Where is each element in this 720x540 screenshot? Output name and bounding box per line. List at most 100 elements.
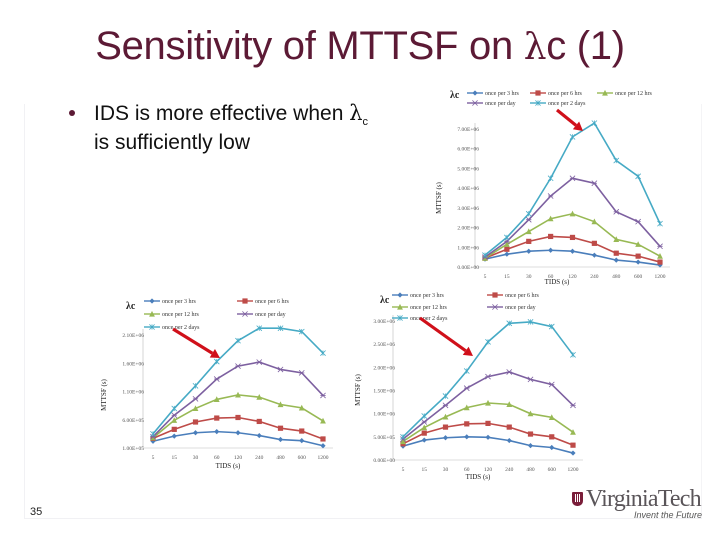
data-point	[256, 359, 263, 366]
series-line	[484, 177, 661, 258]
data-point	[549, 444, 555, 451]
data-point	[277, 325, 284, 332]
x-tick-label: 5	[402, 467, 405, 473]
data-point	[277, 436, 284, 443]
x-tick-label: 480	[276, 455, 285, 461]
x-tick-label: 60	[464, 467, 470, 473]
data-point	[591, 120, 598, 126]
data-point	[527, 376, 534, 383]
legend-label: once per 6 hrs	[548, 91, 582, 97]
data-point	[213, 396, 220, 403]
series-once-per-day	[150, 359, 326, 440]
logo-name: VirginiaTech	[586, 486, 702, 512]
legend-marker	[492, 292, 498, 298]
data-point	[150, 438, 156, 444]
y-tick-label: 2.10E+06	[122, 333, 144, 339]
y-tick-label: 1.60E+06	[122, 361, 144, 367]
x-axis-label: TIDS (s)	[466, 473, 491, 481]
data-point	[442, 393, 449, 399]
bullet-dot-icon	[69, 110, 75, 116]
x-tick-label: 120	[484, 467, 493, 473]
legend-marker	[472, 90, 478, 96]
data-point	[421, 430, 427, 436]
bullet-point: IDS is more effective when λc is suffici…	[69, 100, 432, 156]
x-tick-label: 60	[548, 274, 554, 280]
data-point	[525, 228, 532, 235]
title-prefix: Sensitivity of MTTSF on	[95, 24, 524, 68]
data-point	[192, 382, 199, 389]
data-point	[150, 434, 156, 441]
y-tick-label: 1.10E+06	[122, 390, 144, 396]
data-point	[192, 395, 199, 402]
data-point	[506, 401, 513, 407]
page-number: 35	[30, 506, 43, 518]
legend-label: once per 2 days	[162, 325, 200, 331]
data-point	[526, 238, 532, 244]
data-point	[485, 420, 491, 426]
data-point	[442, 424, 449, 430]
data-point	[442, 402, 449, 409]
y-tick-label: 7.00E+06	[457, 127, 479, 133]
legend-marker	[535, 100, 541, 106]
data-point	[506, 437, 512, 444]
x-tick-label: 480	[612, 274, 621, 280]
data-point	[570, 442, 576, 448]
legend-marker	[472, 100, 478, 106]
data-point	[527, 443, 534, 449]
data-point	[213, 376, 220, 382]
bullet-lambda-sub: c	[362, 116, 369, 129]
legend-marker	[149, 324, 155, 330]
data-point	[548, 323, 555, 330]
data-point	[171, 426, 177, 432]
legend-item: once per day	[487, 304, 536, 311]
data-point	[591, 252, 597, 258]
data-point	[657, 220, 663, 227]
series-once-per-3-hrs	[400, 434, 576, 456]
data-point	[464, 421, 470, 427]
data-point	[299, 438, 305, 444]
data-point	[256, 432, 262, 439]
y-tick-label: 1.00E+06	[457, 245, 479, 251]
data-point	[192, 419, 199, 425]
y-tick-label: 0.00E+00	[457, 265, 479, 271]
y-tick-label: 2.00E+06	[373, 365, 395, 371]
x-tick-label: 30	[443, 467, 449, 473]
data-point	[569, 234, 576, 241]
y-tick-label: 3.00E+06	[373, 319, 395, 325]
y-axis-label: MTTSF (s)	[354, 373, 362, 405]
x-tick-label: 60	[214, 455, 220, 461]
data-point	[548, 381, 555, 388]
data-point	[569, 248, 576, 254]
data-point	[192, 430, 199, 436]
data-point	[506, 424, 512, 430]
virginia-tech-logo: VirginiaTech Invent the Future	[572, 486, 712, 520]
bullet-text-part2: is sufficiently low	[94, 130, 251, 154]
bullet-text: IDS is more effective when λc is suffici…	[94, 100, 432, 156]
data-point	[527, 319, 534, 325]
data-point	[442, 435, 449, 441]
x-tick-label: 5	[484, 274, 487, 280]
data-point	[298, 404, 305, 411]
legend-label: once per 6 hrs	[505, 293, 539, 299]
y-tick-label: 1.50E+06	[373, 389, 395, 395]
data-point	[613, 250, 619, 256]
data-point	[657, 253, 663, 259]
legend-marker	[535, 90, 541, 96]
legend-marker	[242, 298, 248, 304]
data-point	[320, 392, 326, 399]
data-point	[421, 419, 428, 425]
y-tick-label: 1.00E+06	[373, 412, 395, 418]
series-once-per-day	[482, 175, 663, 261]
x-tick-label: 480	[526, 467, 535, 473]
legend-marker	[397, 292, 403, 298]
data-point	[570, 402, 576, 409]
data-point	[613, 236, 620, 242]
y-tick-label: 6.00E+06	[457, 147, 479, 153]
data-point	[569, 134, 576, 140]
data-point	[214, 415, 220, 421]
series-line	[152, 361, 324, 438]
legend-marker	[242, 311, 248, 317]
legend-label: once per 2 days	[548, 101, 586, 107]
legend-label: once per 3 hrs	[485, 91, 519, 97]
x-tick-label: 600	[298, 455, 307, 461]
